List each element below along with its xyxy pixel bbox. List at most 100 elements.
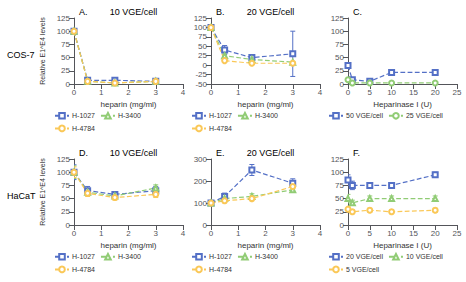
svg-text:H-3400: H-3400 [118, 112, 141, 119]
svg-text:25: 25 [453, 88, 462, 97]
svg-text:20 VGE/cell: 20 VGE/cell [346, 253, 383, 260]
svg-text:125: 125 [57, 14, 71, 23]
svg-text:H-4784: H-4784 [72, 125, 95, 132]
svg-text:3: 3 [154, 229, 159, 238]
svg-text:0: 0 [209, 229, 214, 238]
svg-text:50: 50 [335, 194, 344, 203]
svg-text:75: 75 [335, 181, 344, 190]
svg-text:25: 25 [61, 66, 70, 75]
svg-text:300: 300 [194, 155, 208, 164]
svg-text:25: 25 [61, 207, 70, 216]
svg-text:20 VGE/cell: 20 VGE/cell [247, 7, 295, 17]
svg-text:H-3400: H-3400 [255, 112, 278, 119]
svg-text:75: 75 [61, 181, 70, 190]
svg-text:15: 15 [409, 229, 418, 238]
svg-text:HaCaT: HaCaT [7, 191, 36, 201]
svg-text:4: 4 [181, 88, 186, 97]
svg-text:0: 0 [209, 88, 214, 97]
svg-text:50: 50 [335, 53, 344, 62]
svg-text:1: 1 [236, 88, 241, 97]
svg-text:125: 125 [194, 14, 208, 23]
svg-text:0: 0 [66, 80, 71, 89]
svg-text:H-1027: H-1027 [209, 112, 232, 119]
svg-text:H-1027: H-1027 [209, 253, 232, 260]
svg-text:2: 2 [263, 229, 268, 238]
svg-text:100: 100 [57, 27, 71, 36]
svg-text:H-3400: H-3400 [118, 253, 141, 260]
svg-text:Relative E1^E4 levels: Relative E1^E4 levels [39, 17, 46, 85]
svg-text:2: 2 [263, 88, 268, 97]
svg-text:1: 1 [236, 229, 241, 238]
svg-text:0: 0 [72, 88, 77, 97]
svg-text:0: 0 [72, 229, 77, 238]
svg-text:25: 25 [453, 229, 462, 238]
svg-text:H-3400: H-3400 [255, 253, 278, 260]
svg-text:heparin (mg/ml): heparin (mg/ml) [237, 100, 293, 109]
svg-text:125: 125 [57, 155, 71, 164]
svg-text:50: 50 [61, 194, 70, 203]
svg-text:H-4784: H-4784 [209, 266, 232, 273]
svg-text:Relative E1^E4 levels: Relative E1^E4 levels [39, 158, 46, 226]
svg-text:F.: F. [353, 148, 360, 158]
svg-text:75: 75 [61, 40, 70, 49]
svg-text:10 VGE/cell: 10 VGE/cell [406, 253, 443, 260]
svg-text:100: 100 [331, 27, 345, 36]
svg-text:75: 75 [198, 32, 207, 41]
svg-text:H-4784: H-4784 [72, 266, 95, 273]
svg-text:E.: E. [216, 148, 225, 158]
svg-text:5: 5 [368, 229, 373, 238]
svg-text:15: 15 [409, 88, 418, 97]
svg-text:Heparinase I (U): Heparinase I (U) [373, 100, 432, 109]
svg-text:50: 50 [61, 53, 70, 62]
svg-text:125: 125 [331, 155, 345, 164]
svg-text:2: 2 [126, 229, 131, 238]
svg-text:-25: -25 [195, 70, 207, 79]
svg-text:D.: D. [79, 148, 88, 158]
svg-text:0: 0 [340, 221, 345, 230]
svg-text:50: 50 [198, 42, 207, 51]
svg-text:-50: -50 [195, 80, 207, 89]
svg-text:0: 0 [203, 221, 208, 230]
svg-text:C.: C. [353, 7, 362, 17]
svg-text:100: 100 [194, 199, 208, 208]
svg-text:0: 0 [340, 80, 345, 89]
svg-text:100: 100 [331, 168, 345, 177]
svg-text:200: 200 [194, 177, 208, 186]
svg-text:75: 75 [335, 40, 344, 49]
svg-text:10 VGE/cell: 10 VGE/cell [110, 148, 158, 158]
svg-text:20: 20 [431, 88, 440, 97]
svg-text:5: 5 [368, 88, 373, 97]
svg-text:H-1027: H-1027 [72, 112, 95, 119]
svg-text:H-1027: H-1027 [72, 253, 95, 260]
svg-text:0: 0 [346, 229, 351, 238]
svg-text:1: 1 [99, 88, 104, 97]
svg-text:H-4784: H-4784 [209, 125, 232, 132]
svg-text:20 VGE/cell: 20 VGE/cell [247, 148, 295, 158]
svg-text:Heparinase I (U): Heparinase I (U) [373, 241, 432, 250]
svg-text:100: 100 [57, 168, 71, 177]
svg-text:25: 25 [198, 51, 207, 60]
svg-text:20: 20 [431, 229, 440, 238]
svg-text:heparin (mg/ml): heparin (mg/ml) [237, 241, 293, 250]
svg-text:heparin (mg/ml): heparin (mg/ml) [100, 100, 156, 109]
svg-text:10 VGE/cell: 10 VGE/cell [110, 7, 158, 17]
svg-text:4: 4 [318, 229, 323, 238]
svg-text:5 VGE/cell: 5 VGE/cell [346, 266, 380, 273]
svg-text:B.: B. [216, 7, 225, 17]
svg-text:10: 10 [387, 88, 396, 97]
svg-text:A.: A. [79, 7, 88, 17]
svg-text:50 VGE/cell: 50 VGE/cell [346, 112, 383, 119]
svg-text:2: 2 [126, 88, 131, 97]
svg-text:3: 3 [154, 88, 159, 97]
svg-text:4: 4 [318, 88, 323, 97]
svg-text:3: 3 [291, 229, 296, 238]
svg-text:COS-7: COS-7 [7, 50, 35, 60]
svg-text:0: 0 [346, 88, 351, 97]
svg-text:25: 25 [335, 207, 344, 216]
svg-text:0: 0 [203, 61, 208, 70]
svg-text:heparin (mg/ml): heparin (mg/ml) [100, 241, 156, 250]
svg-text:125: 125 [331, 14, 345, 23]
svg-text:3: 3 [291, 88, 296, 97]
svg-text:1: 1 [99, 229, 104, 238]
svg-text:0: 0 [66, 221, 71, 230]
